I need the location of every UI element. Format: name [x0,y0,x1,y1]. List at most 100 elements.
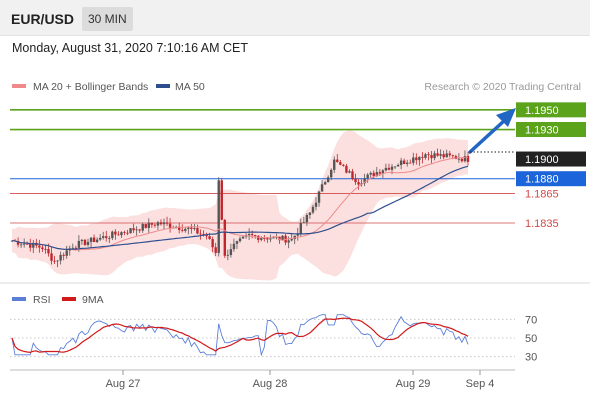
legend-swatch-ma50 [156,84,170,88]
candle-body [281,235,284,241]
candle [165,216,169,226]
candle-body [390,166,394,170]
candle-body [354,178,357,183]
rsi-legend: RSI 9MA [12,294,104,306]
candle [89,237,93,248]
candle-body [92,237,96,243]
candle-body [83,239,87,245]
candle-body [415,157,418,161]
candle [412,152,415,166]
candle [156,220,160,230]
candle [396,163,400,167]
candle-body [451,155,454,157]
candle-body [229,249,233,256]
candle [226,249,230,261]
candle-body [235,241,239,244]
candle [399,157,403,170]
candle-body [330,169,333,178]
candle-body [181,229,184,231]
candle [132,223,135,233]
candle-body [89,237,93,242]
candle [305,213,309,226]
candle [98,233,102,241]
candle-body [305,214,309,223]
candle [418,156,421,166]
candle-body [95,239,99,243]
candle [460,157,464,163]
candle [369,171,372,179]
candle-body [387,167,391,170]
candle [238,236,242,243]
candle-body [460,158,464,162]
level-text-1.1900: 1.1900 [525,154,559,166]
candle-body [372,172,375,177]
candle-body [32,242,35,248]
candle [220,178,223,221]
candle-body [123,232,126,233]
candle-body [381,170,385,174]
candle [62,252,65,261]
symbol-label: EUR/USD [11,11,75,27]
candle [232,238,236,252]
candle [290,233,293,242]
candle [117,231,120,236]
candle-body [317,191,321,203]
candle-body [62,254,65,256]
candle-body [184,228,187,231]
rsi-line [11,314,469,357]
candle-body [336,159,339,163]
rsi-grid: 70 50 30 [10,314,537,364]
level-text-1.1835: 1.1835 [525,218,559,230]
chart-header: EUR/USD 30 MIN [0,0,590,36]
candle-body [445,153,448,158]
candle-body [105,236,108,239]
candle [424,152,427,160]
timeframe-button[interactable]: 30 MIN [82,7,133,31]
watermark: Research © 2020 Trading Central [424,81,581,93]
candle-body [393,166,397,168]
candle-body [111,231,114,239]
candle [44,244,47,254]
candle [114,229,117,240]
candle-body [156,222,160,226]
candle [366,173,369,183]
candle [111,230,114,241]
candle [129,228,132,234]
candle [159,219,163,226]
candle [445,149,448,158]
candle [135,226,138,236]
candle-body [138,229,141,231]
candle-body [260,238,263,240]
rsi-9ma-line [11,317,469,354]
candle-body [44,249,47,250]
candle [406,159,409,167]
level-text-1.1865: 1.1865 [525,188,559,200]
candle [314,197,318,211]
candle [448,150,451,158]
candle [320,180,324,192]
candle [211,236,214,253]
candle-body [247,234,251,236]
candle-body [65,250,68,256]
candle-body [278,236,281,241]
level-box-1.1930 [516,122,586,138]
candle [393,166,397,170]
candle [342,163,345,167]
candle [181,224,184,233]
candle-body [357,182,360,185]
candle [196,224,199,235]
candle [442,150,445,160]
candle [247,228,251,241]
candle-body [412,157,415,163]
candle-body [466,156,470,162]
candle [178,222,181,234]
rsi-lines [11,314,469,357]
candle [357,179,360,190]
candle [330,168,333,181]
bollinger-band-fill [12,130,468,281]
candle-body [287,240,290,243]
candle [86,238,90,247]
candle [214,242,217,257]
candle-body [448,153,451,156]
ma50-line [11,165,469,251]
